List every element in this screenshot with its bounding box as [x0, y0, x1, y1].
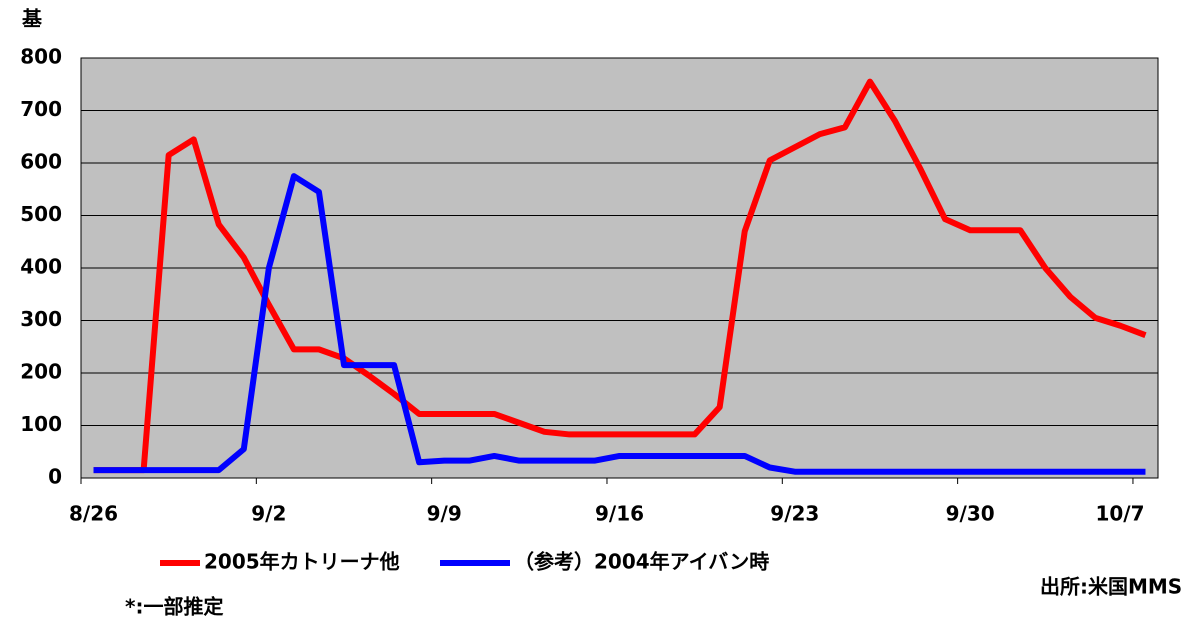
y-tick-label: 400 [20, 255, 62, 279]
y-tick-label: 200 [20, 360, 62, 384]
y-axis-label: 基 [22, 7, 43, 31]
x-tick-label: 9/23 [770, 502, 819, 526]
legend-label: 2005年カトリーナ他 [204, 550, 400, 574]
y-tick-label: 300 [20, 307, 62, 331]
y-tick-label: 100 [20, 412, 62, 436]
source-note: 出所:米国MMS [1040, 575, 1182, 599]
series-line [93, 78, 1147, 474]
y-tick-label: 700 [20, 97, 62, 121]
x-tick-label: 9/16 [595, 502, 644, 526]
x-tick-label: 10/7 [1095, 502, 1144, 526]
legend-label: （参考）2004年アイバン時 [514, 550, 769, 574]
y-tick-label: 500 [20, 202, 62, 226]
x-tick-label: 8/26 [69, 502, 118, 526]
x-tick-label: 9/2 [251, 502, 286, 526]
y-tick-label: 0 [48, 465, 62, 489]
y-tick-label: 800 [20, 45, 62, 69]
series-line [93, 173, 1146, 475]
x-tick-label: 9/9 [427, 502, 462, 526]
x-tick-label: 9/30 [946, 502, 995, 526]
estimate-note: *:一部推定 [125, 595, 223, 619]
y-tick-label: 600 [20, 150, 62, 174]
